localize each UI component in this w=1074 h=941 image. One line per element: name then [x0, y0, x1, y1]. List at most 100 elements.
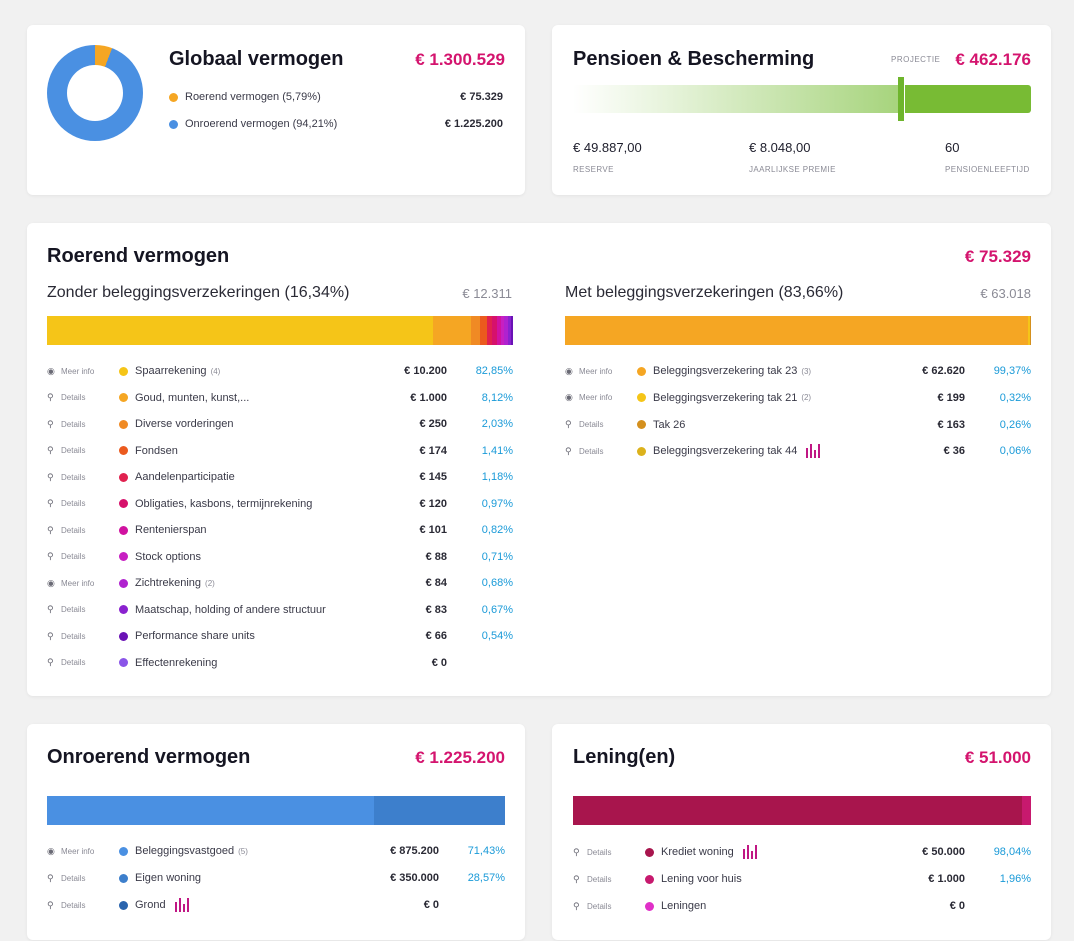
item-amount: € 84 — [425, 577, 447, 589]
color-dot — [645, 874, 654, 884]
meer-info-link[interactable]: ◉ Meer info — [47, 578, 119, 589]
chart-icon[interactable] — [742, 845, 757, 859]
item-label: Performance share units — [135, 630, 255, 642]
item-label: Beleggingsvastgoed — [135, 845, 235, 857]
color-dot — [645, 847, 654, 857]
item-percentage: 0,97% — [481, 497, 513, 510]
item-label: Leningen — [661, 900, 707, 912]
item-label: Effectenrekening — [135, 656, 218, 669]
action-label: Details — [579, 420, 604, 430]
roerend-title: Roerend vermogen — [47, 245, 230, 267]
item-label: Grond — [135, 899, 166, 911]
details-link[interactable]: ⚲ Details — [565, 419, 637, 430]
item-label: Beleggingsverzekering tak 21 — [653, 391, 798, 404]
details-link[interactable]: ⚲ Details — [47, 419, 119, 430]
item-name: Fondsen — [119, 445, 178, 457]
item-amount: € 88 — [425, 550, 447, 563]
item-percentage: 0,68% — [481, 577, 513, 589]
item-amount: € 145 — [419, 471, 447, 483]
item-amount: € 101 — [419, 524, 447, 536]
details-link[interactable]: ⚲ Details — [47, 445, 119, 456]
meer-info-link[interactable]: ◉ Meer info — [47, 846, 119, 857]
item-amount: € 120 — [419, 497, 447, 510]
bar-segment — [47, 796, 375, 825]
link-icon: ⚲ — [565, 419, 572, 430]
bar-segment — [504, 316, 508, 345]
details-link[interactable]: ⚲ Details — [47, 525, 119, 536]
details-link[interactable]: ⚲ Details — [47, 657, 119, 668]
item-name: Rentenierspan — [119, 524, 207, 536]
projectie-value: € 462.176 — [955, 50, 1031, 69]
details-link[interactable]: ⚲ Details — [47, 900, 119, 911]
details-link[interactable]: ⚲ Details — [47, 498, 119, 509]
meer-info-link[interactable]: ◉ Meer info — [565, 366, 637, 377]
item-amount: € 1.000 — [928, 873, 965, 885]
item-name: Beleggingsverzekering tak 21 (2) — [637, 392, 811, 404]
details-link[interactable]: ⚲ Details — [47, 551, 119, 562]
item-percentage: 0,32% — [999, 391, 1031, 404]
premie-label: JAARLIJKSE PREMIE — [749, 165, 836, 174]
action-label: Details — [61, 393, 86, 402]
details-link[interactable]: ⚲ Details — [573, 901, 645, 912]
item-label: Diverse vorderingen — [135, 418, 234, 430]
onroerend-total: € 1.225.200 — [415, 748, 505, 767]
item-percentage: 98,04% — [993, 846, 1031, 858]
bar-segment — [470, 316, 481, 345]
meer-info-link[interactable]: ◉ Meer info — [565, 392, 637, 403]
details-link[interactable]: ⚲ Details — [47, 873, 119, 884]
item-amount: € 875.200 — [390, 845, 439, 857]
details-link[interactable]: ⚲ Details — [565, 446, 637, 457]
list-item: ⚲ Details Tak 26 € 163 0,26% — [565, 415, 1031, 435]
list-item: ⚲ Details Diverse vorderingen € 250 2,03% — [47, 414, 513, 434]
details-link[interactable]: ⚲ Details — [47, 392, 119, 403]
bar-segment — [1028, 316, 1030, 345]
bar-segment — [433, 316, 471, 345]
list-item: ◉ Meer info Spaarrekening (4) € 10.200 82,85% — [47, 361, 513, 381]
roerend-total: € 75.329 — [964, 247, 1031, 266]
eye-icon: ◉ — [47, 365, 55, 376]
item-name: Stock options — [119, 551, 201, 563]
legend-label: Roerend vermogen (5,79%) — [185, 91, 321, 103]
action-label: Details — [61, 605, 86, 614]
link-icon: ⚲ — [573, 846, 580, 857]
action-label: Meer info — [61, 578, 95, 588]
color-dot — [119, 393, 128, 402]
action-label: Details — [579, 446, 604, 456]
chart-icon[interactable] — [806, 444, 821, 459]
list-item: ◉ Meer info Beleggingsvastgoed (5) € 875.200… — [47, 841, 505, 861]
color-dot — [119, 873, 128, 883]
globaal-total: € 1.300.529 — [415, 50, 505, 69]
details-link[interactable]: ⚲ Details — [47, 631, 119, 642]
item-amount: € 50.000 — [922, 846, 965, 858]
details-link[interactable]: ⚲ Details — [47, 604, 119, 615]
reserve-value: € 49.887,00 — [573, 140, 642, 155]
item-label: Beleggingsverzekering tak 23 — [653, 365, 798, 377]
item-amount: € 0 — [949, 900, 965, 912]
bar-segment — [492, 316, 497, 345]
chart-icon[interactable] — [174, 898, 189, 912]
onroerend-stacked-bar — [47, 796, 505, 825]
meer-info-link[interactable]: ◉ Meer info — [47, 366, 119, 377]
item-percentage: 0,06% — [999, 445, 1031, 458]
item-amount: € 250 — [419, 418, 447, 430]
lening-stacked-bar — [573, 796, 1031, 825]
item-amount: € 36 — [943, 445, 965, 458]
action-label: Details — [587, 901, 612, 911]
item-count: (2) — [205, 578, 215, 588]
link-icon: ⚲ — [47, 418, 54, 429]
item-name: Aandelenparticipatie — [119, 471, 235, 483]
action-label: Details — [61, 446, 86, 455]
details-link[interactable]: ⚲ Details — [573, 874, 645, 885]
color-dot — [119, 658, 128, 667]
reserve-label: RESERVE — [573, 165, 614, 174]
eye-icon: ◉ — [565, 365, 573, 376]
item-label: Rentenierspan — [135, 524, 207, 536]
color-dot — [637, 393, 646, 403]
list-item: ⚲ Details Eigen woning € 350.000 28,57% — [47, 868, 505, 888]
details-link[interactable]: ⚲ Details — [47, 472, 119, 483]
link-icon: ⚲ — [47, 630, 54, 641]
link-icon: ⚲ — [47, 604, 54, 614]
link-icon: ⚲ — [47, 498, 54, 508]
details-link[interactable]: ⚲ Details — [573, 847, 645, 858]
list-item: ⚲ Details Performance share units € 66 0,54% — [47, 626, 513, 646]
